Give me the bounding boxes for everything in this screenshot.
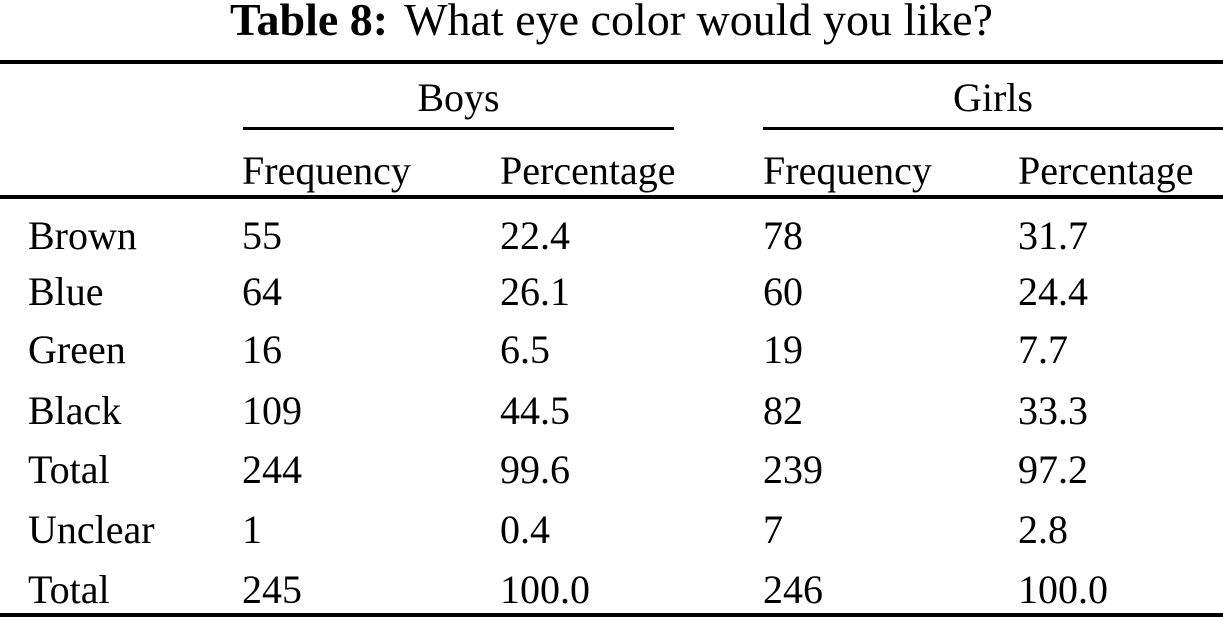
cell-total-grand-boys-percentage: 100.0 [500,567,590,612]
cell-black-boys-percentage: 44.5 [500,388,570,433]
group-header-boys: Boys [417,75,500,120]
table-caption-number: Table 8: [230,0,389,45]
top-rule [0,60,1223,64]
cell-blue-boys-percentage: 26.1 [500,269,570,314]
girls-column-rule [763,127,1223,130]
column-header-girls-frequency: Frequency [763,148,932,193]
row-header-total-grand: Total [28,567,110,612]
cell-green-girls-percentage: 7.7 [1018,327,1068,372]
cell-blue-boys-frequency: 64 [242,269,282,314]
cell-brown-girls-percentage: 31.7 [1018,213,1088,258]
cell-total-valid-girls-frequency: 239 [763,447,823,492]
cell-unclear-boys-percentage: 0.4 [500,507,550,552]
cell-black-boys-frequency: 109 [242,388,302,433]
header-rule [0,195,1223,199]
group-header-girls: Girls [953,75,1033,120]
cell-green-boys-percentage: 6.5 [500,327,550,372]
cell-unclear-girls-percentage: 2.8 [1018,507,1068,552]
cell-total-valid-boys-frequency: 244 [242,447,302,492]
cell-green-boys-frequency: 16 [242,327,282,372]
cell-brown-girls-frequency: 78 [763,213,803,258]
row-header-brown: Brown [28,213,137,258]
table-caption: Table 8: What eye color would you like? [0,0,1223,44]
row-header-total-valid: Total [28,447,110,492]
column-header-boys-percentage: Percentage [500,148,676,193]
cell-total-grand-girls-frequency: 246 [763,567,823,612]
row-header-green: Green [28,327,126,372]
row-header-blue: Blue [28,269,104,314]
cell-green-girls-frequency: 19 [763,327,803,372]
cell-total-grand-girls-percentage: 100.0 [1018,567,1108,612]
cell-black-girls-percentage: 33.3 [1018,388,1088,433]
cell-unclear-boys-frequency: 1 [242,507,262,552]
cell-blue-girls-percentage: 24.4 [1018,269,1088,314]
boys-column-rule [243,127,674,130]
column-header-girls-percentage: Percentage [1018,148,1194,193]
cell-total-valid-boys-percentage: 99.6 [500,447,570,492]
row-header-black: Black [28,388,122,433]
row-header-unclear: Unclear [28,507,155,552]
bottom-rule [0,613,1223,617]
cell-unclear-girls-frequency: 7 [763,507,783,552]
cell-black-girls-frequency: 82 [763,388,803,433]
cell-blue-girls-frequency: 60 [763,269,803,314]
cell-brown-boys-percentage: 22.4 [500,213,570,258]
cell-total-grand-boys-frequency: 245 [242,567,302,612]
column-header-boys-frequency: Frequency [242,148,411,193]
cell-brown-boys-frequency: 55 [242,213,282,258]
cell-total-valid-girls-percentage: 97.2 [1018,447,1088,492]
table-caption-title: What eye color would you like? [404,0,993,45]
